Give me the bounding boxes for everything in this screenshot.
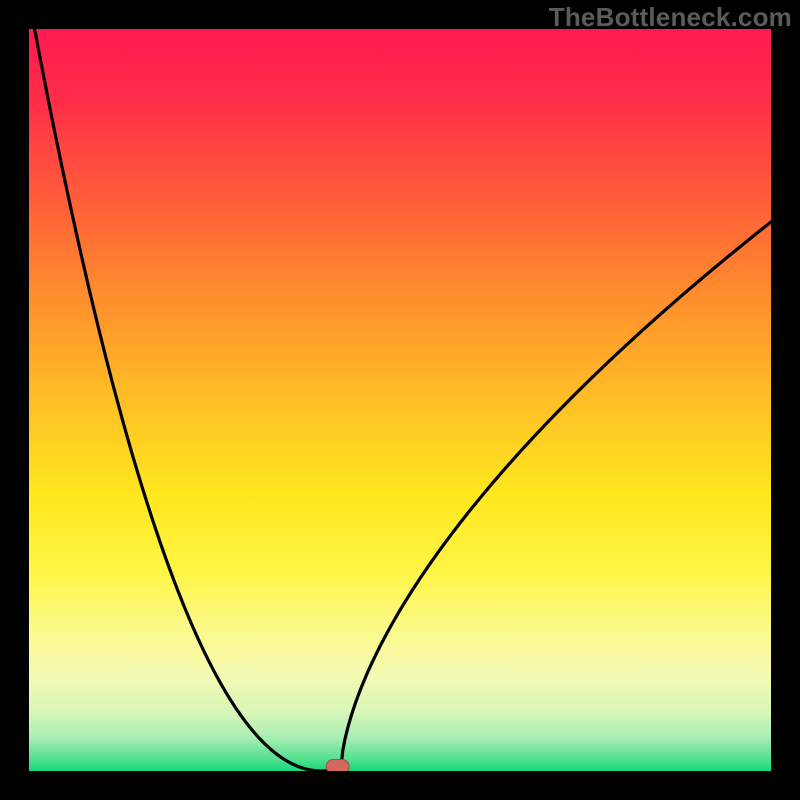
plot-area: [29, 29, 771, 771]
gradient-background: [29, 29, 771, 771]
plot-svg: [29, 29, 771, 771]
min-marker: [326, 760, 349, 771]
